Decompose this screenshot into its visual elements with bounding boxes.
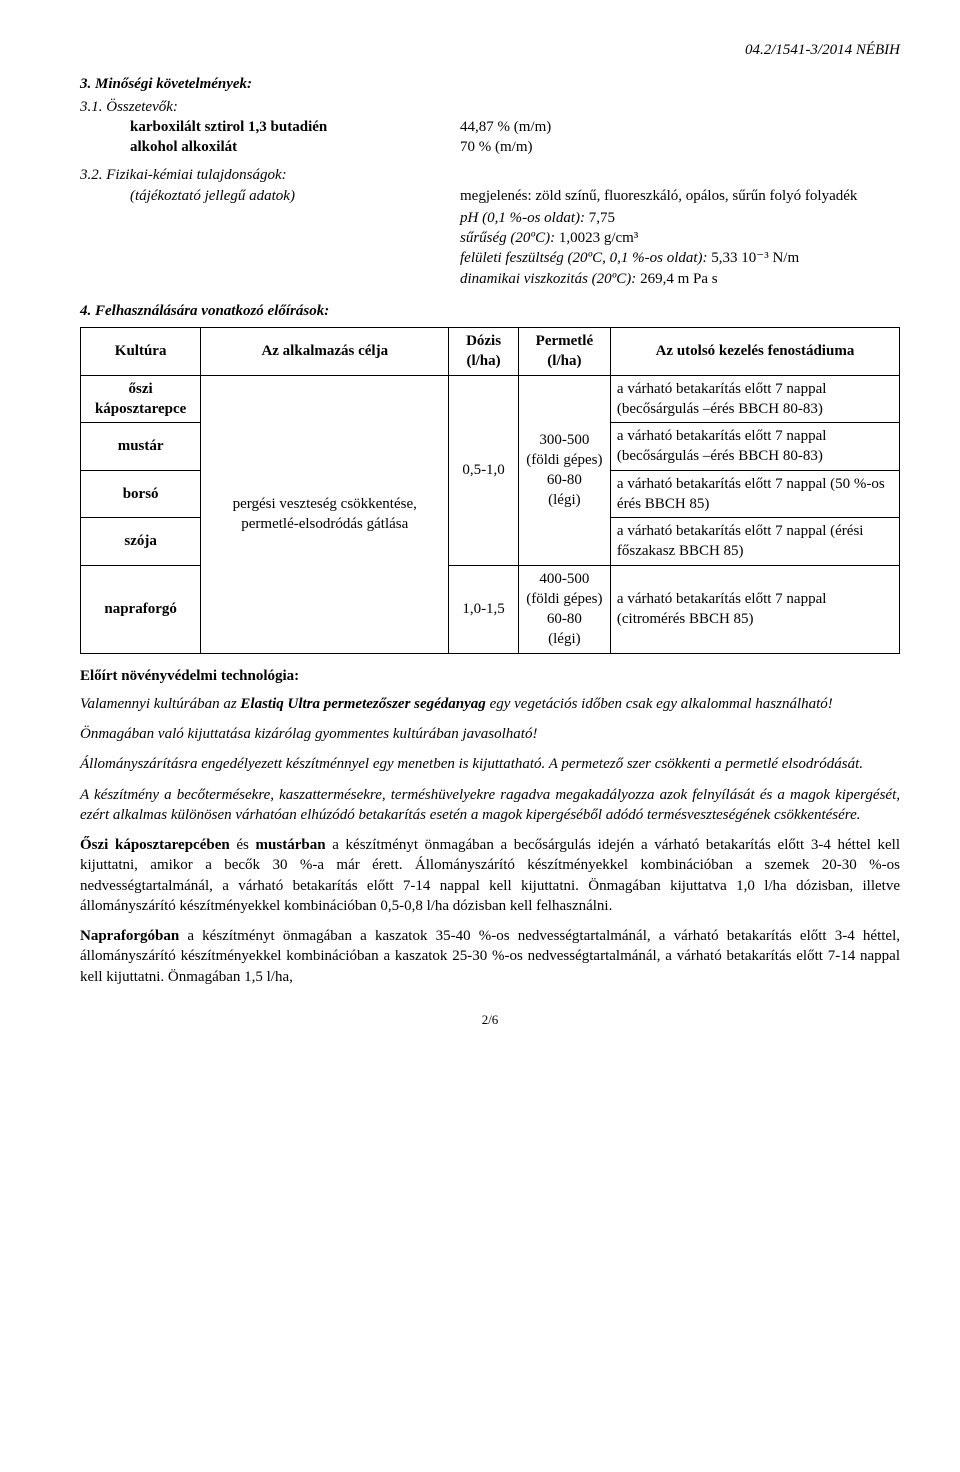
cell-spray: 400-500 (földi gépes) 60-80 (légi) [518,565,610,653]
prop-label: sűrűség (20ºC): [460,230,555,246]
tech-p5b: és [230,837,256,853]
technology-title: Előírt növényvédelmi technológia: [80,666,900,686]
cell-culture: őszi káposztarepce [81,375,201,423]
col-culture: Kultúra [81,328,201,376]
appearance-row: (tájékoztató jellegű adatok) megjelenés:… [130,186,900,206]
cell-phen: a várható betakarítás előtt 7 nappal (ci… [610,565,899,653]
usage-table: Kultúra Az alkalmazás célja Dózis (l/ha)… [80,327,900,654]
prop-row: sűrűség (20ºC): 1,0023 g/cm³ [460,228,900,248]
prop-value: 269,4 m Pa s [640,271,718,287]
prop-value: 7,75 [589,210,615,226]
component-row-1: alkohol alkoxilát 70 % (m/m) [130,137,900,157]
component-value: 44,87 % (m/m) [460,117,900,137]
component-name: karboxilált sztirol 1,3 butadién [130,117,450,137]
spray-line: (földi gépes) [525,589,604,609]
component-value: 70 % (m/m) [460,137,900,157]
table-row: őszi káposztarepce pergési veszteség csö… [81,375,900,423]
appearance-label: megjelenés: [460,188,532,204]
cell-culture: borsó [81,470,201,518]
section-3-2-title: 3.2. Fizikai-kémiai tulajdonságok: [80,165,900,185]
cell-culture: szója [81,518,201,566]
cell-phen: a várható betakarítás előtt 7 nappal (be… [610,423,899,471]
spray-line: (légi) [525,490,604,510]
spray-line: 300-500 [525,430,604,450]
tech-p4: A készítmény a becőtermésekre, kaszatter… [80,785,900,826]
spray-line: (légi) [525,629,604,649]
section-3-title: 3. Minőségi követelmények: [80,74,900,94]
tech-p5a: Őszi káposztarepcében [80,837,230,853]
appearance-value: zöld színű, fluoreszkáló, opálos, sűrűn … [535,188,857,204]
col-phenostage: Az utolsó kezelés fenostádiuma [610,328,899,376]
tech-p1a: Valamennyi kultúrában az [80,696,240,712]
prop-row: felületi feszültség (20ºC, 0,1 %-os olda… [460,248,900,268]
section-4-title: 4. Felhasználására vonatkozó előírások: [80,301,900,321]
spray-line: 400-500 [525,569,604,589]
tech-p2: Önmagában való kijuttatása kizárólag gyo… [80,724,900,744]
prop-row: dinamikai viszkozitás (20ºC): 269,4 m Pa… [460,269,900,289]
tech-p6b: a készítményt önmagában a kaszatok 35-40… [80,928,900,985]
cell-phen: a várható betakarítás előtt 7 nappal (ér… [610,518,899,566]
col-spray: Permetlé (l/ha) [518,328,610,376]
tech-p6: Napraforgóban a készítményt önmagában a … [80,926,900,987]
cell-purpose: pergési veszteség csökkentése, permetlé-… [201,375,449,653]
section-3-1-title: 3.1. Összetevők: [80,97,900,117]
cell-phen: a várható betakarítás előtt 7 nappal (50… [610,470,899,518]
cell-phen: a várható betakarítás előtt 7 nappal (be… [610,375,899,423]
prop-value: 1,0023 g/cm³ [559,230,639,246]
spray-line: 60-80 [525,609,604,629]
table-header-row: Kultúra Az alkalmazás célja Dózis (l/ha)… [81,328,900,376]
page-number: 2/6 [80,1011,900,1029]
info-subtitle: (tájékoztató jellegű adatok) [130,186,450,206]
cell-culture: napraforgó [81,565,201,653]
spray-line: 60-80 [525,470,604,490]
component-row-0: karboxilált sztirol 1,3 butadién 44,87 %… [130,117,900,137]
tech-p1: Valamennyi kultúrában az Elastiq Ultra p… [80,694,900,714]
prop-label: pH (0,1 %-os oldat): [460,210,585,226]
prop-label: felületi feszültség (20ºC, 0,1 %-os olda… [460,250,708,266]
header-reference: 04.2/1541-3/2014 NÉBIH [80,40,900,60]
cell-dose: 1,0-1,5 [449,565,519,653]
col-purpose: Az alkalmazás célja [201,328,449,376]
prop-value: 5,33 10⁻³ N/m [711,250,799,266]
prop-row: pH (0,1 %-os oldat): 7,75 [460,208,900,228]
appearance-cell: megjelenés: zöld színű, fluoreszkáló, op… [460,186,900,206]
cell-spray: 300-500 (földi gépes) 60-80 (légi) [518,375,610,565]
tech-p1b: Elastiq Ultra permetezőszer segédanyag [240,696,485,712]
tech-p5: Őszi káposztarepcében és mustárban a kés… [80,835,900,916]
cell-culture: mustár [81,423,201,471]
tech-p6a: Napraforgóban [80,928,179,944]
prop-label: dinamikai viszkozitás (20ºC): [460,271,636,287]
col-dose: Dózis (l/ha) [449,328,519,376]
component-name: alkohol alkoxilát [130,137,450,157]
tech-p3: Állományszárításra engedélyezett készítm… [80,754,900,774]
phys-chem-props: pH (0,1 %-os oldat): 7,75 sűrűség (20ºC)… [460,208,900,289]
tech-p5c: mustárban [256,837,326,853]
spray-line: (földi gépes) [525,450,604,470]
cell-dose: 0,5-1,0 [449,375,519,565]
tech-p1c: egy vegetációs időben csak egy alkalomma… [486,696,833,712]
